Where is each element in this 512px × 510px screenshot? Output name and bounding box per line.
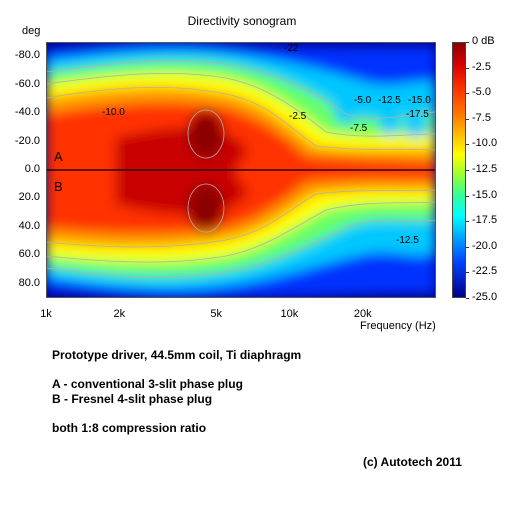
contour-label: -5.0 <box>354 95 372 106</box>
contour-label: -12.5 <box>378 95 401 106</box>
colorbar-tick-mark <box>466 42 469 43</box>
colorbar-tick-label: -17.5 <box>472 214 498 227</box>
note-section-b: B - Fresnel 4-slit phase plug <box>52 392 213 406</box>
x-tick-label: 2k <box>113 308 126 320</box>
section-label-a: A <box>54 149 63 164</box>
y-axis-unit-label: deg <box>22 25 41 37</box>
colorbar-tick-label: -25.0 <box>472 291 498 303</box>
colorbar-tick-mark <box>466 170 469 171</box>
colorbar <box>452 42 466 298</box>
colorbar-tick-label: -12.5 <box>472 163 498 175</box>
y-tick-label: -40.0 <box>14 106 40 119</box>
y-tick-label: 20.0 <box>18 191 40 204</box>
y-tick-label: -20.0 <box>14 134 40 147</box>
chart-title: Directivity sonogram <box>187 14 297 28</box>
colorbar-tick-label: 0 dB <box>472 35 495 47</box>
colorbar-tick-label: -5.0 <box>472 86 491 99</box>
copyright-text: (c) Autotech 2011 <box>363 455 462 469</box>
colorbar-tick-mark <box>466 195 469 197</box>
section-label-b: B <box>54 179 63 194</box>
note-driver-description: Prototype driver, 44.5mm coil, Ti diaphr… <box>52 348 302 362</box>
y-tick-label: 40.0 <box>18 219 40 232</box>
contour-lines <box>46 60 436 278</box>
x-tick-label: 1k <box>40 308 52 320</box>
colorbar-tick-label: -15.0 <box>472 188 498 201</box>
colorbar-tick-label: -7.5 <box>472 111 491 124</box>
y-tick-label: 80.0 <box>18 276 40 289</box>
contour-label: -7.5 <box>350 123 368 134</box>
contour-label: -10.0 <box>102 107 125 118</box>
colorbar-tick-mark <box>466 144 469 146</box>
colorbar-tick-label: -22.5 <box>472 265 498 278</box>
contour-label: -17.5 <box>406 109 429 120</box>
note-compression-ratio: both 1:8 compression ratio <box>52 421 207 435</box>
x-axis-label: Frequency (Hz) <box>360 320 436 332</box>
y-tick-label: -80.0 <box>14 49 40 62</box>
colorbar-tick-mark <box>466 298 469 299</box>
note-section-a: A - conventional 3-slit phase plug <box>52 377 243 391</box>
colorbar-tick-mark <box>466 93 469 95</box>
sonogram-plot: A B -10.0 -5.0 -2.5 -7.5 -12.5 -15.0 -17… <box>46 42 436 298</box>
colorbar-tick-mark <box>466 246 469 248</box>
x-tick-label: 20k <box>353 308 372 320</box>
contour-label: -15.0 <box>408 95 431 106</box>
contour-label: -12.5 <box>396 235 419 246</box>
colorbar-tick-label: -20.0 <box>472 239 498 252</box>
x-tick-label: 10k <box>280 308 299 320</box>
colorbar-tick-label: -2.5 <box>472 60 491 73</box>
y-tick-label: 60.0 <box>18 248 40 261</box>
colorbar-tick-label: -10.0 <box>472 137 498 150</box>
plot-frame <box>46 42 436 298</box>
y-tick-label: -60.0 <box>14 77 40 90</box>
x-tick-label: 5k <box>210 308 222 320</box>
y-tick-label: 0.0 <box>24 163 40 175</box>
colorbar-tick-mark <box>466 67 469 69</box>
contour-label: -2.5 <box>289 111 307 122</box>
colorbar-tick-mark <box>466 221 469 223</box>
contour-label: -22 <box>284 43 299 54</box>
colorbar-tick-mark <box>466 272 469 274</box>
colorbar-tick-mark <box>466 118 469 120</box>
